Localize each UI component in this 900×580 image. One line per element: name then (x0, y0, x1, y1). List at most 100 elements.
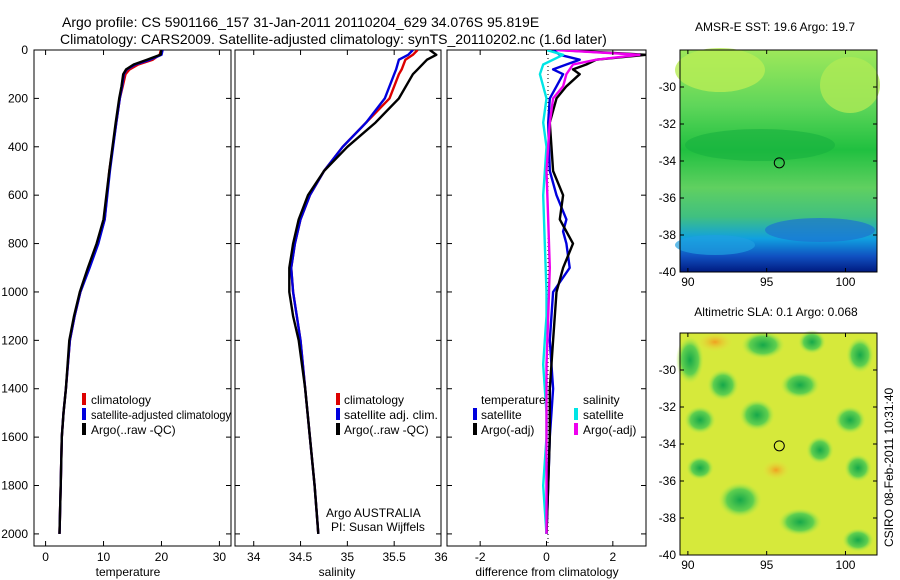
sst-map-image (675, 48, 880, 272)
legend-label-satellite: satellite-adjusted climatology (91, 408, 231, 422)
sla-map-ytick-label: -40 (659, 548, 677, 562)
sla-map-image (676, 330, 877, 555)
sst-map-ytick-label: -38 (659, 228, 677, 242)
legend-swatch-sal-satellite (574, 408, 578, 420)
legend-swatch-argo (82, 423, 86, 435)
difference-line-salinity-argo-adj- (545, 50, 641, 534)
difference-line-temperature-argo-adj- (545, 50, 646, 534)
salinity-xlabel: salinity (319, 565, 356, 579)
difference-xtick-label: 2 (609, 550, 616, 564)
salinity-xtick-label: 34.5 (289, 550, 313, 564)
sla-map-ytick-label: -34 (659, 437, 677, 451)
difference-xtick-label: 0 (543, 550, 550, 564)
sla-map-ytick-label: -36 (659, 474, 677, 488)
sla-map-ytick-label: -32 (659, 400, 677, 414)
sla-low-patch (834, 406, 866, 434)
legend-label-temp-argo: Argo(-adj) (481, 423, 534, 437)
legend-swatch-temp-satellite (473, 408, 477, 420)
legend-swatch-sal-argo (574, 423, 578, 435)
difference-legend: temperature salinity satellite Argo(-adj… (473, 393, 636, 437)
sla-low-patch (741, 331, 785, 359)
sla-map-xtick-label: 100 (835, 558, 855, 572)
salinity-annotation-line1: Argo AUSTRALIA (326, 506, 421, 520)
sla-low-patch (842, 528, 874, 552)
sst-map-title: AMSR-E SST: 19.6 Argo: 19.7 (695, 20, 855, 34)
sla-field-tint (680, 333, 877, 555)
legend-swatch-temp-argo (473, 423, 477, 435)
legend-label-satellite: satellite adj. clim. (344, 408, 438, 422)
sla-low-patch (806, 436, 834, 464)
temperature-axes (33, 49, 232, 547)
temperature-xtick-label: 0 (42, 550, 49, 564)
sla-low-patch (778, 508, 822, 536)
sla-argo-marker (773, 440, 785, 452)
salinity-xtick-label: 34 (247, 550, 261, 564)
sst-warm-patch (675, 48, 765, 92)
difference-xtick-label: -2 (475, 550, 486, 564)
legend-swatch-satellite (336, 408, 340, 420)
sla-low-patch (844, 454, 872, 482)
temperature-xtick-label: 10 (97, 550, 111, 564)
difference-xlabel: difference from climatology (475, 565, 618, 579)
legend-swatch-climatology (336, 393, 340, 405)
sst-map-ytick-label: -30 (659, 80, 677, 94)
temperature-x-axis: 0 10 20 30 (42, 50, 226, 564)
sla-map-ytick-label: -30 (659, 363, 677, 377)
depth-tick-label: 0 (21, 43, 28, 57)
salinity-xtick-label: 35.5 (383, 550, 407, 564)
sla-low-patch (739, 399, 775, 431)
depth-tick-label: 1600 (1, 430, 28, 444)
difference-x-axis: -2 0 2 (475, 50, 616, 564)
sla-map-title: Altimetric SLA: 0.1 Argo: 0.068 (694, 305, 858, 319)
salinity-series (288, 50, 438, 534)
sst-map-ytick-label: -36 (659, 191, 677, 205)
sst-cool-patch (675, 235, 755, 255)
temperature-xtick-label: 20 (155, 550, 169, 564)
legend-swatch-climatology (82, 393, 86, 405)
sla-low-patch (684, 406, 716, 434)
legend-label-argo: Argo(..raw -QC) (91, 423, 176, 437)
salinity-xtick-label: 35 (341, 550, 355, 564)
legend-label-temp-satellite: satellite (481, 408, 522, 422)
sst-band-patch (685, 129, 835, 161)
sla-high-patch (697, 332, 733, 352)
legend-swatch-satellite (82, 408, 86, 420)
temperature-xtick-label: 30 (213, 550, 227, 564)
sst-argo-marker (773, 157, 785, 169)
sla-map-xtick-label: 90 (681, 558, 695, 572)
sst-map-xtick-label: 90 (681, 275, 695, 289)
temperature-legend: climatology satellite-adjusted climatolo… (82, 393, 231, 437)
sla-map-axes: 90 95 100 -30 -32 -34 -36 -38 -40 (659, 333, 877, 572)
legend-label-sal-argo: Argo(-adj) (583, 423, 636, 437)
legend-label-sal-satellite: satellite (583, 408, 624, 422)
legend-label-argo: Argo(..raw -QC) (344, 423, 429, 437)
sst-map-xtick-label: 100 (835, 275, 855, 289)
sst-map-ytick-label: -40 (659, 265, 677, 279)
salinity-line-argo-raw-qc- (288, 50, 438, 534)
depth-tick-label: 800 (8, 237, 28, 251)
depth-tick-label: 1800 (1, 479, 28, 493)
legend-swatch-argo (336, 423, 340, 435)
salinity-x-axis: 34 34.5 35 35.5 36 (247, 50, 448, 564)
sla-low-patch (780, 371, 820, 399)
sst-cool-patch (765, 218, 875, 242)
legend-header-salinity: salinity (583, 393, 620, 407)
salinity-axes (234, 49, 442, 547)
sla-low-patch (846, 337, 874, 373)
sla-low-patch (798, 330, 826, 354)
depth-tick-label: 1200 (1, 333, 28, 347)
temperature-series (58, 50, 164, 534)
depth-tick-label: 600 (8, 188, 28, 202)
figure-title-line1: Argo profile: CS 5901166_157 31-Jan-2011… (62, 14, 539, 30)
temperature-line-argo-raw-qc- (58, 50, 163, 534)
salinity-annotation-line2: PI: Susan Wijffels (331, 520, 425, 534)
depth-tick-label: 1400 (1, 382, 28, 396)
sst-map-axes: 90 95 100 -30 -32 -34 -36 -38 -40 (659, 50, 877, 289)
difference-series (538, 50, 646, 534)
sst-map-ytick-label: -34 (659, 154, 677, 168)
sla-high-patch (762, 460, 790, 480)
depth-axis: 0 200 400 600 800 1000 1200 1400 1600 1800 2000 (1, 43, 646, 541)
sla-low-patch (707, 369, 739, 401)
salinity-legend: climatology satellite adj. clim. Argo(..… (336, 393, 438, 437)
